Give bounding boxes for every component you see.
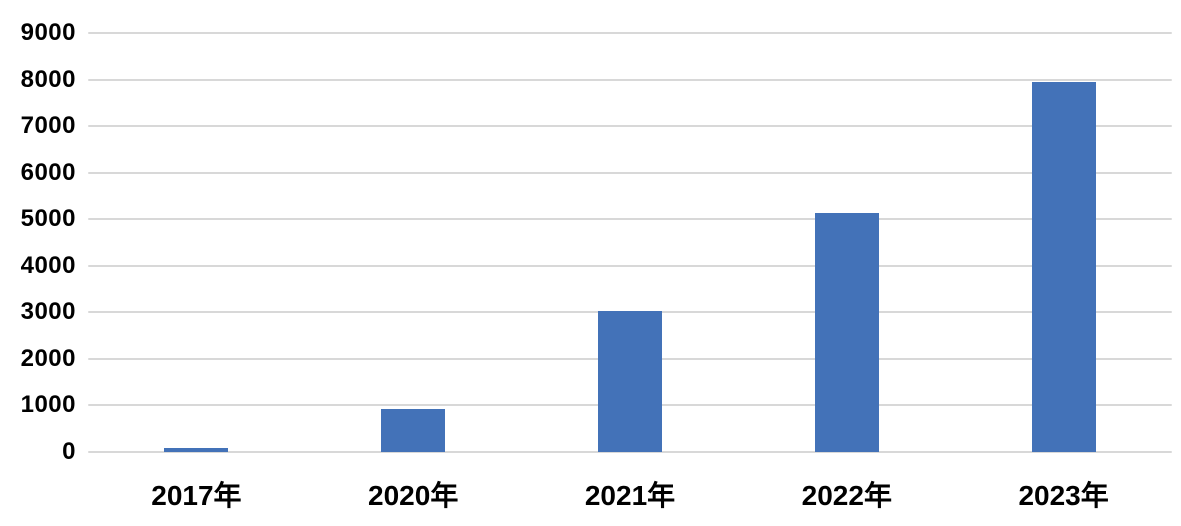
gridline (88, 311, 1172, 314)
bar (164, 448, 229, 452)
gridline (88, 357, 1172, 360)
bar (1031, 81, 1096, 452)
y-tick-label: 4000 (20, 251, 76, 279)
bar (381, 409, 446, 452)
bar (598, 310, 662, 452)
gridline (88, 451, 1172, 453)
x-tick-label: 2020年 (368, 480, 459, 511)
gridline (88, 218, 1172, 221)
gridline (88, 125, 1172, 128)
y-tick-label: 1000 (20, 391, 76, 419)
gridline (88, 171, 1172, 174)
x-tick-label: 2021年 (584, 480, 676, 511)
y-tick-label: 9000 (20, 19, 76, 46)
gridline (88, 32, 1172, 34)
bar (814, 212, 879, 452)
y-tick-label: 5000 (20, 205, 76, 233)
y-tick-label: 3000 (20, 298, 76, 326)
y-tick-label: 8000 (20, 65, 76, 93)
gridline (88, 78, 1172, 81)
x-tick-label: 2017年 (151, 480, 242, 511)
y-tick-label: 7000 (20, 112, 76, 140)
y-tick-label: 2000 (20, 344, 76, 372)
x-tick-label: 2022年 (801, 480, 892, 511)
y-tick-label: 6000 (20, 158, 76, 186)
gridline (88, 404, 1172, 407)
gridline (88, 264, 1172, 267)
y-tick-label: 0 (62, 438, 76, 465)
x-tick-label: 2023年 (1018, 480, 1109, 511)
